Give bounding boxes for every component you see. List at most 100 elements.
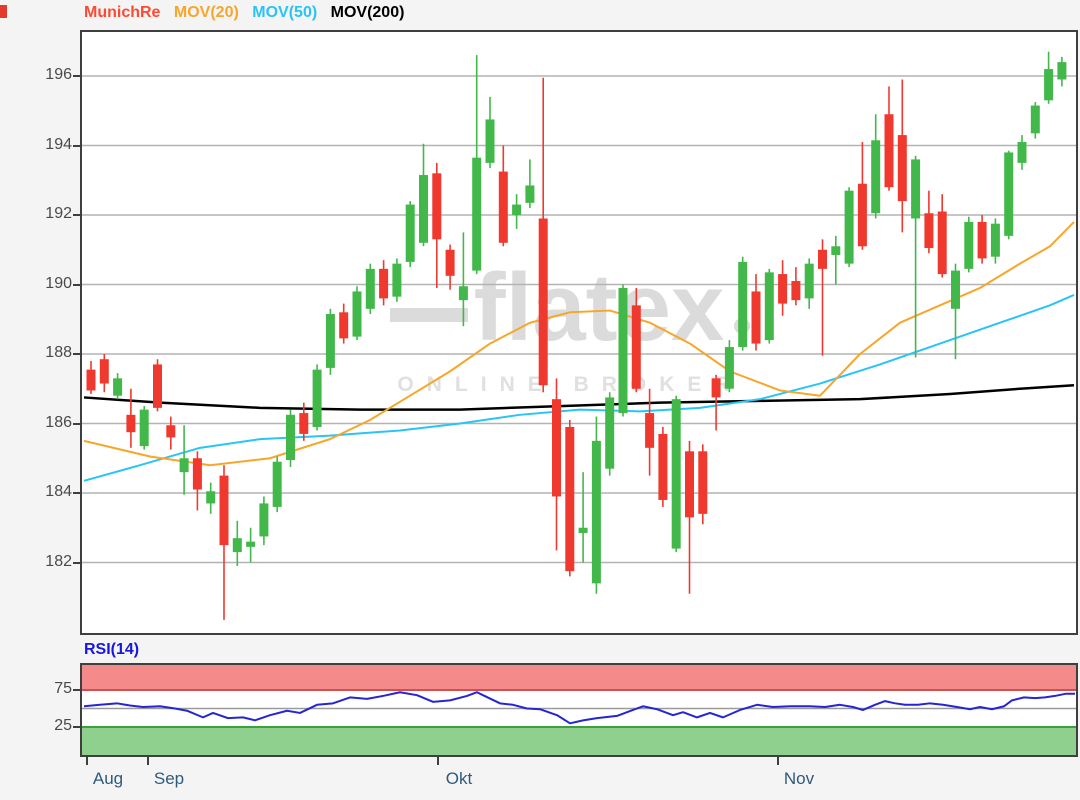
candle-body — [458, 286, 468, 301]
mov50-line — [83, 294, 1075, 482]
candle-body — [339, 312, 349, 339]
legend-symbol[interactable]: MunichRe — [84, 4, 161, 21]
watermark-dash-icon — [389, 308, 468, 322]
candle-body — [871, 140, 881, 214]
candles-group — [86, 51, 1067, 620]
candle-body — [1057, 62, 1067, 80]
price-axis-tick — [73, 422, 80, 425]
candle-body — [937, 211, 947, 275]
candle-body — [578, 527, 588, 533]
candle-body — [352, 291, 362, 337]
candle-body — [658, 433, 668, 500]
price-axis-label: 186 — [45, 413, 72, 431]
candle-body — [286, 414, 295, 460]
legend-mov200[interactable]: MOV(200) — [330, 4, 405, 21]
candle-body — [445, 249, 455, 276]
candle-body — [99, 359, 109, 384]
x-axis-month-label: Okt — [445, 769, 473, 788]
candle-body — [365, 268, 375, 309]
candle-body — [498, 171, 508, 243]
candle-body — [139, 409, 149, 447]
mov200-line — [83, 384, 1075, 411]
candle-body — [685, 451, 694, 518]
candle-body — [153, 364, 162, 408]
candle-body — [1030, 105, 1040, 134]
watermark-subtitle: ONLINE BROKER — [397, 373, 743, 396]
candle-body — [711, 378, 721, 398]
rsi-label[interactable]: RSI(14) — [84, 641, 140, 658]
price-axis-label: 196 — [45, 66, 72, 83]
price-axis-label: 192 — [45, 205, 72, 222]
price-chart-canvas[interactable] — [82, 32, 1076, 633]
candle-body — [1044, 69, 1054, 101]
x-axis-month-label: Nov — [783, 769, 815, 788]
candle-body — [272, 461, 282, 507]
candle-body — [951, 270, 960, 309]
candle-body — [232, 538, 242, 553]
price-axis-label: 194 — [45, 135, 72, 153]
candle-body — [552, 399, 561, 497]
candle-body — [299, 413, 309, 434]
candle-body — [485, 119, 495, 163]
candle-body — [671, 399, 681, 549]
rsi-overbought-band — [82, 665, 1076, 690]
candle-body — [206, 491, 216, 504]
candle-body — [86, 369, 96, 391]
rsi-axis-tick — [73, 689, 80, 691]
price-axis-tick — [73, 144, 80, 147]
price-chart-panel: flatex ONLINE BROKER — [80, 30, 1078, 635]
price-axis-label: 188 — [45, 344, 72, 361]
candle-body — [724, 347, 734, 389]
legend-mov20[interactable]: MOV(20) — [173, 4, 239, 21]
price-axis-label: 190 — [45, 274, 72, 292]
candle-body — [538, 218, 548, 386]
candle-body — [857, 183, 867, 247]
candle-body — [631, 305, 641, 389]
candle-body — [844, 190, 854, 264]
price-axis-label: 182 — [45, 552, 72, 570]
candle-body — [472, 157, 482, 271]
candle-body — [113, 378, 123, 396]
candle-body — [246, 541, 256, 547]
candle-body — [990, 223, 1000, 257]
candle-body — [525, 185, 535, 203]
candle-body — [192, 458, 202, 490]
candle-body — [512, 204, 522, 215]
candle-body — [1004, 152, 1014, 236]
rsi-axis-tick — [73, 726, 80, 728]
price-axis-tick — [73, 353, 80, 355]
candle-body — [405, 204, 415, 262]
x-axis-tick — [147, 757, 149, 765]
price-axis-tick — [73, 492, 80, 494]
candle-body — [591, 440, 601, 584]
x-axis-tick — [437, 757, 439, 765]
mov20-line — [83, 221, 1075, 467]
app-accent-mark — [0, 5, 7, 18]
price-axis-tick — [73, 75, 80, 77]
candle-body — [392, 263, 402, 297]
candle-body — [645, 413, 655, 448]
candle-body — [259, 503, 269, 537]
price-axis-tick — [73, 283, 80, 286]
rsi-axis-label: 25 — [54, 717, 72, 734]
candle-body — [924, 213, 934, 249]
x-axis-month-label: Sep — [153, 769, 185, 788]
candle-body — [166, 425, 176, 438]
candle-body — [312, 369, 322, 427]
chart-legend: MunichRe MOV(20) MOV(50) MOV(200) — [84, 4, 413, 22]
candle-body — [432, 173, 442, 240]
candle-body — [179, 458, 189, 473]
x-axis-month-label: Aug — [92, 769, 124, 788]
candle-body — [379, 268, 389, 299]
candle-body — [964, 221, 974, 269]
rsi-chart-canvas[interactable] — [82, 665, 1076, 755]
candle-body — [1017, 142, 1027, 163]
candle-body — [778, 274, 788, 304]
candle-body — [977, 221, 987, 259]
rsi-axis-label: 75 — [54, 680, 72, 697]
candle-body — [219, 475, 229, 546]
candle-body — [565, 426, 575, 572]
legend-mov50[interactable]: MOV(50) — [252, 4, 318, 21]
candle-body — [897, 135, 907, 202]
